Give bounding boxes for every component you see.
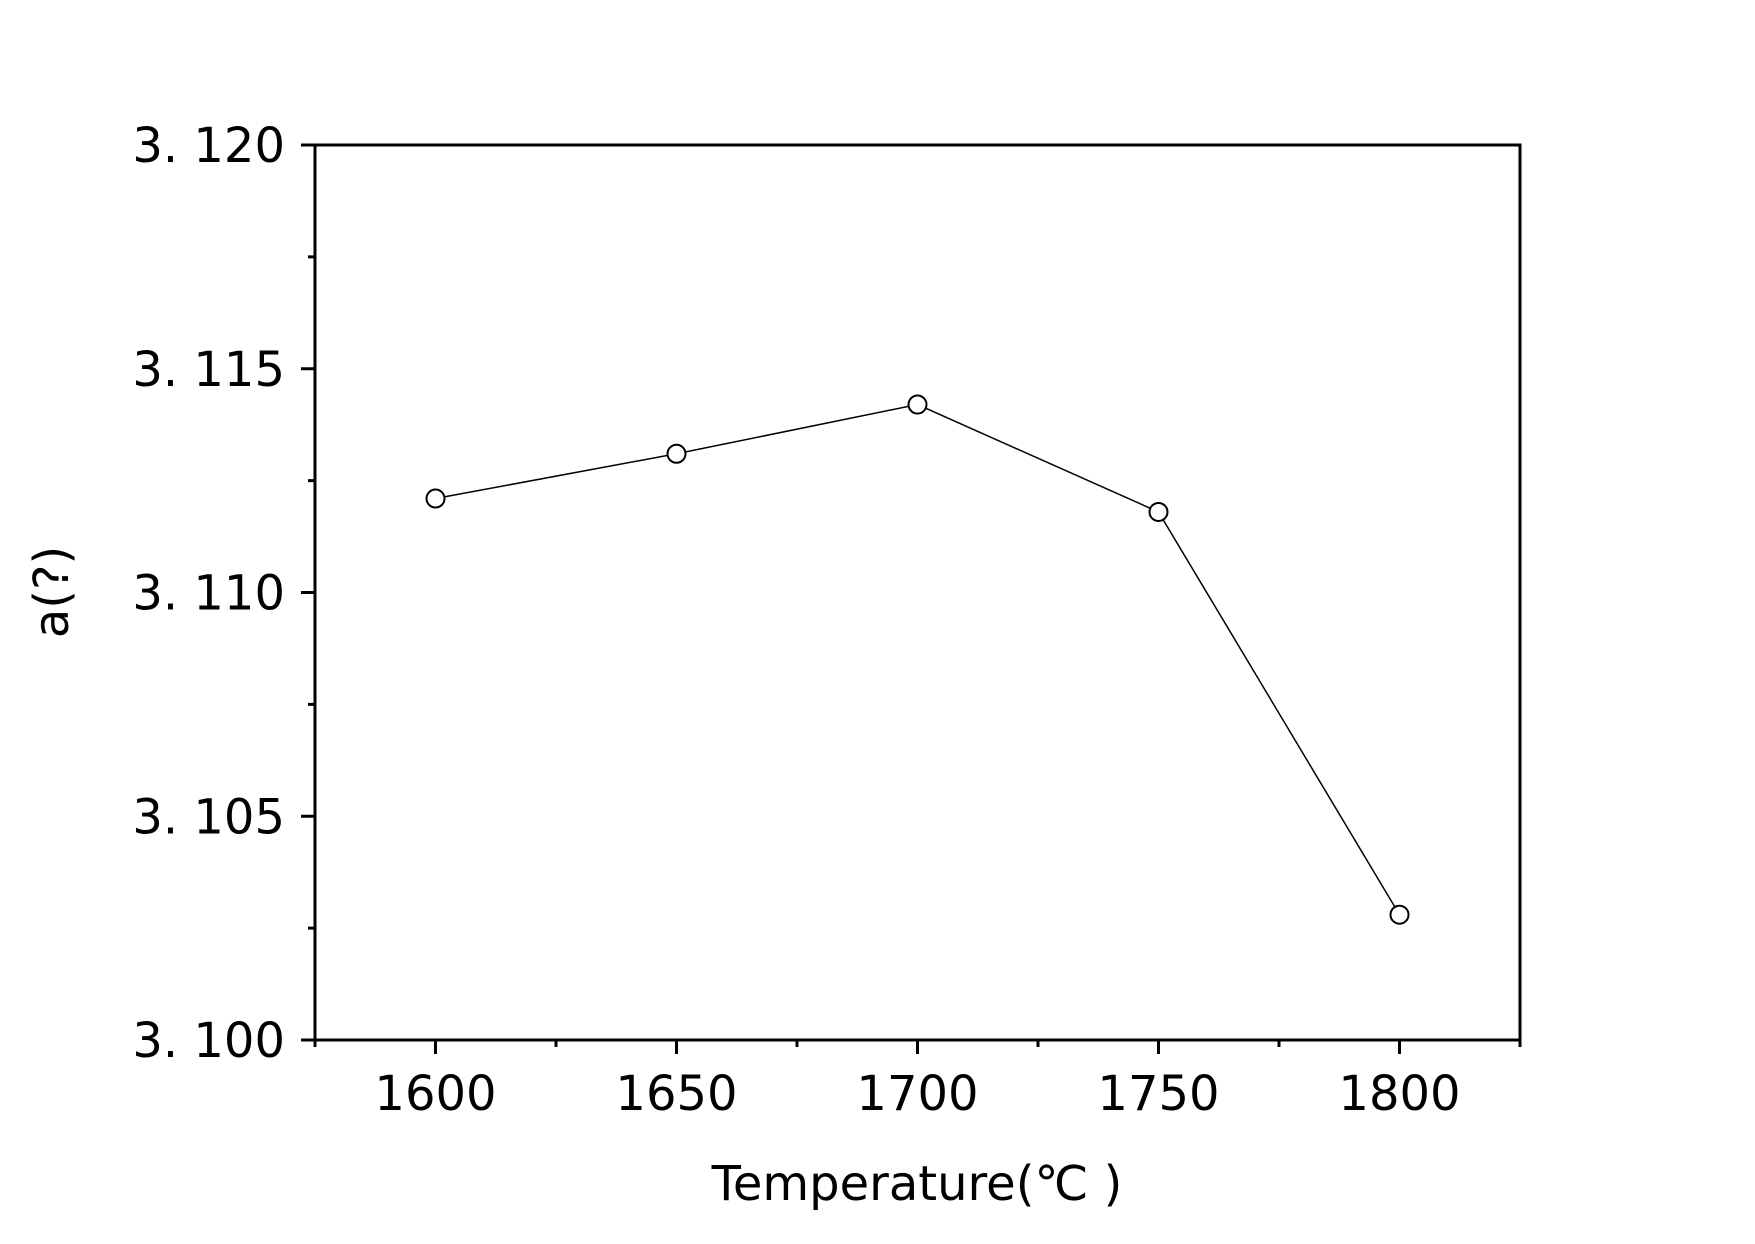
x-tick-label: 1800 bbox=[1338, 1066, 1460, 1122]
y-tick-label: 3. 110 bbox=[132, 566, 285, 622]
y-axis-label: a(?) bbox=[24, 546, 80, 638]
y-axis-ticks: 3. 100 3. 105 3. 110 3. 115 3. 120 bbox=[132, 118, 315, 1069]
plot-frame bbox=[313, 143, 1522, 1042]
y-tick-label: 3. 105 bbox=[132, 789, 285, 845]
x-tick-label: 1650 bbox=[615, 1066, 737, 1122]
data-point bbox=[425, 488, 446, 509]
y-tick-label: 3. 100 bbox=[132, 1013, 285, 1069]
x-tick-label: 1600 bbox=[374, 1066, 496, 1122]
data-point bbox=[1389, 904, 1410, 925]
x-tick-label: 1750 bbox=[1097, 1066, 1219, 1122]
series-line bbox=[435, 403, 1401, 916]
x-axis-label: Temperature(℃ ) bbox=[711, 1156, 1123, 1212]
series-layer bbox=[425, 394, 1410, 925]
y-tick-label: 3. 115 bbox=[132, 342, 285, 398]
x-tick-label: 1700 bbox=[856, 1066, 978, 1122]
data-point bbox=[666, 443, 687, 464]
x-axis-ticks: 1600 1650 1700 1750 1800 bbox=[313, 1040, 1522, 1122]
data-point bbox=[1148, 501, 1169, 522]
data-point bbox=[907, 394, 928, 415]
y-tick-label: 3. 120 bbox=[132, 118, 285, 174]
